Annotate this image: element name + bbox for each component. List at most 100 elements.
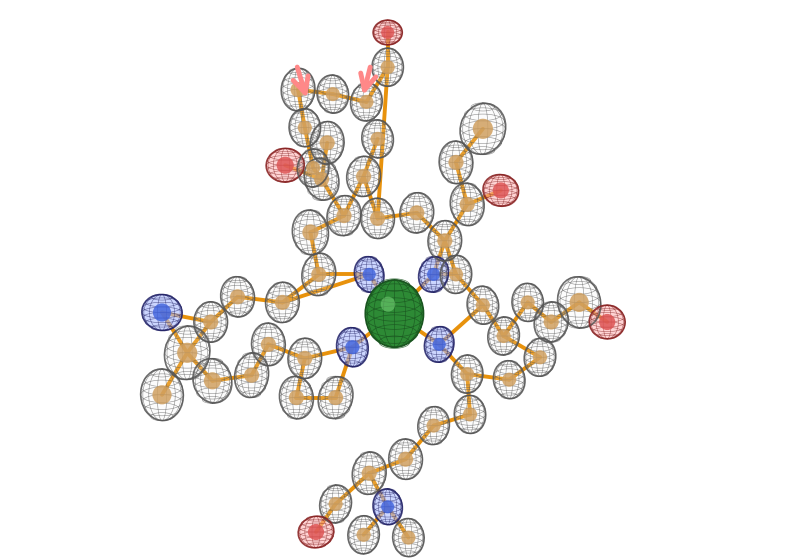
Ellipse shape [467, 286, 498, 324]
Ellipse shape [193, 359, 232, 403]
Ellipse shape [221, 277, 254, 317]
Ellipse shape [266, 148, 304, 182]
Ellipse shape [460, 197, 474, 212]
Ellipse shape [433, 338, 446, 351]
Ellipse shape [393, 519, 424, 557]
Ellipse shape [428, 221, 462, 261]
Ellipse shape [544, 315, 558, 329]
Ellipse shape [389, 439, 422, 479]
Ellipse shape [454, 395, 486, 433]
Ellipse shape [289, 390, 304, 405]
Ellipse shape [424, 326, 454, 362]
Ellipse shape [418, 407, 450, 445]
Ellipse shape [337, 208, 351, 223]
Ellipse shape [277, 157, 294, 174]
Ellipse shape [440, 255, 472, 293]
Ellipse shape [570, 293, 589, 312]
Ellipse shape [310, 122, 344, 164]
Ellipse shape [298, 351, 312, 366]
Ellipse shape [521, 295, 534, 310]
Ellipse shape [362, 120, 394, 158]
Ellipse shape [451, 355, 483, 393]
Ellipse shape [356, 169, 371, 184]
Ellipse shape [311, 267, 326, 282]
Ellipse shape [298, 149, 329, 187]
Ellipse shape [599, 314, 615, 330]
Ellipse shape [362, 466, 377, 480]
Ellipse shape [275, 295, 290, 310]
Ellipse shape [346, 156, 381, 197]
Ellipse shape [234, 353, 269, 398]
Ellipse shape [359, 95, 374, 109]
Ellipse shape [418, 257, 449, 292]
Ellipse shape [302, 253, 336, 296]
Ellipse shape [558, 277, 601, 328]
Ellipse shape [244, 368, 259, 383]
Ellipse shape [524, 338, 556, 376]
Ellipse shape [488, 317, 519, 355]
Ellipse shape [460, 104, 506, 154]
Ellipse shape [372, 48, 403, 86]
Ellipse shape [427, 268, 440, 281]
Ellipse shape [449, 267, 463, 282]
Ellipse shape [450, 183, 484, 226]
Ellipse shape [279, 376, 314, 419]
Ellipse shape [381, 297, 395, 312]
Ellipse shape [534, 302, 568, 342]
Ellipse shape [373, 489, 402, 525]
Ellipse shape [142, 295, 182, 330]
Ellipse shape [497, 329, 510, 343]
Ellipse shape [460, 367, 474, 381]
Ellipse shape [230, 290, 245, 305]
Ellipse shape [512, 283, 543, 321]
Ellipse shape [350, 83, 382, 121]
Ellipse shape [298, 516, 334, 548]
Ellipse shape [590, 305, 625, 339]
Ellipse shape [483, 175, 518, 206]
Ellipse shape [533, 350, 547, 365]
Ellipse shape [328, 390, 343, 405]
Ellipse shape [381, 60, 394, 74]
Ellipse shape [502, 372, 516, 387]
Ellipse shape [373, 20, 402, 45]
Ellipse shape [337, 328, 368, 367]
Ellipse shape [251, 323, 286, 366]
Ellipse shape [289, 109, 321, 147]
Ellipse shape [203, 315, 218, 329]
Ellipse shape [266, 282, 299, 323]
Ellipse shape [438, 234, 452, 249]
Ellipse shape [290, 82, 306, 97]
Ellipse shape [449, 155, 463, 170]
Ellipse shape [362, 268, 376, 281]
Ellipse shape [306, 161, 320, 175]
Ellipse shape [398, 451, 413, 467]
Ellipse shape [141, 369, 183, 421]
Ellipse shape [370, 211, 385, 226]
Ellipse shape [320, 485, 351, 523]
Ellipse shape [473, 119, 493, 139]
Ellipse shape [314, 172, 329, 187]
Ellipse shape [320, 136, 334, 151]
Ellipse shape [194, 302, 227, 342]
Ellipse shape [204, 372, 221, 389]
Ellipse shape [282, 68, 315, 111]
Ellipse shape [357, 528, 370, 542]
Ellipse shape [317, 75, 349, 113]
Ellipse shape [463, 407, 477, 422]
Ellipse shape [318, 377, 353, 418]
Ellipse shape [165, 326, 210, 380]
Ellipse shape [354, 256, 384, 292]
Ellipse shape [494, 361, 525, 399]
Ellipse shape [329, 497, 342, 511]
Ellipse shape [304, 158, 339, 200]
Ellipse shape [426, 418, 441, 433]
Ellipse shape [153, 385, 171, 404]
Ellipse shape [352, 452, 386, 494]
Ellipse shape [298, 120, 312, 135]
Ellipse shape [402, 530, 415, 545]
Ellipse shape [346, 340, 359, 354]
Ellipse shape [370, 132, 385, 146]
Ellipse shape [302, 225, 318, 240]
Ellipse shape [177, 343, 198, 363]
Ellipse shape [476, 298, 490, 312]
